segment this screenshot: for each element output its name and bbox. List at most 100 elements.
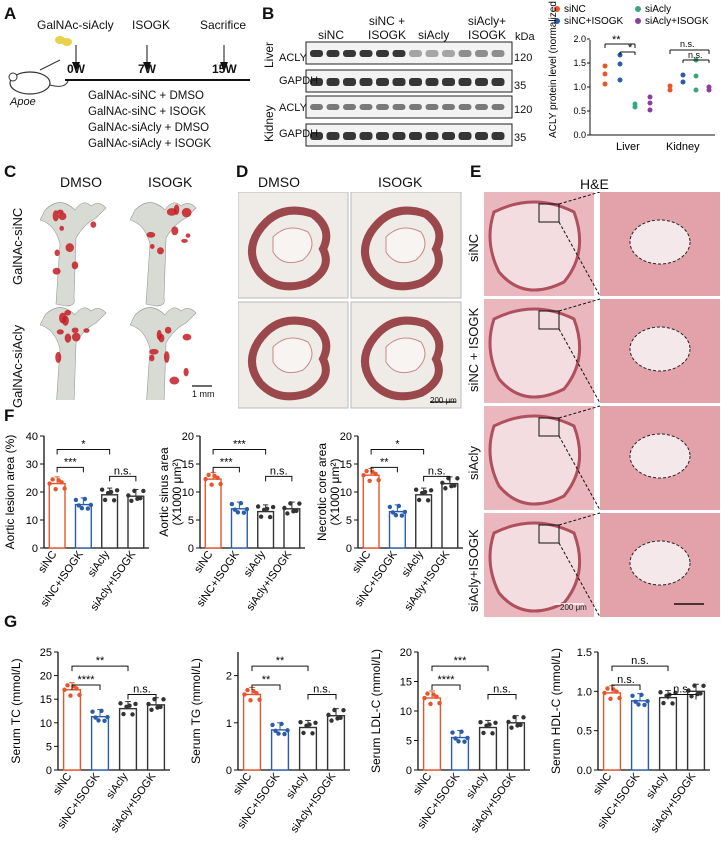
- tick-label: 1.0: [577, 686, 592, 698]
- data-point: [400, 513, 404, 517]
- tick-label: 1: [226, 718, 232, 730]
- aorta-sample: [40, 203, 106, 307]
- c-col-isogk: ISOGK: [148, 174, 192, 190]
- data-point: [53, 487, 57, 491]
- blot-band: [409, 104, 422, 110]
- tick-label: 0: [406, 765, 412, 777]
- category-label: siNC: [51, 771, 75, 797]
- data-point: [285, 511, 289, 515]
- category-label: siAcly: [104, 770, 131, 801]
- blot-band: [310, 104, 323, 110]
- sig-label: n.s.: [428, 465, 446, 477]
- data-point: [642, 703, 646, 707]
- tick-label: 0.0: [577, 765, 592, 777]
- mouse-icon: [9, 60, 68, 94]
- panel-label-c: C: [4, 162, 16, 182]
- group-2: GalNAc-siNC + ISOGK: [88, 106, 206, 118]
- data-point: [512, 715, 516, 719]
- tissue-kidney: Kidney: [262, 105, 276, 142]
- blot-band: [343, 132, 356, 140]
- tick-label: 10: [400, 706, 412, 718]
- data-point: [636, 702, 640, 706]
- tick-label: 10: [26, 515, 38, 527]
- svg-text:Kidney: Kidney: [666, 141, 700, 153]
- data-point: [83, 497, 87, 501]
- y-axis-title: Serum TC (mmol/L): [9, 658, 23, 763]
- data-point: [518, 723, 522, 727]
- he-row: [484, 299, 720, 403]
- sig-label: *: [395, 438, 400, 450]
- blot-band: [360, 132, 373, 140]
- data-point: [239, 501, 243, 505]
- bar: [92, 717, 109, 770]
- he-row: [484, 192, 720, 296]
- data-point: [68, 693, 72, 697]
- bar: [604, 693, 621, 770]
- data-point: [388, 505, 392, 509]
- data-point: [206, 473, 210, 477]
- bar: [272, 730, 289, 770]
- blot-band: [409, 50, 422, 57]
- sig-label: **: [262, 674, 271, 686]
- data-point: [425, 691, 429, 695]
- data-point: [141, 489, 145, 493]
- chart-f3: 05101520siNCsiNC+ISOGK siAclysiAcly+ISOGK…: [316, 418, 476, 618]
- data-point: [230, 502, 234, 506]
- blot-band: [426, 78, 439, 86]
- data-point: [270, 723, 274, 727]
- data-point: [443, 486, 447, 490]
- category-label: siNC: [192, 549, 216, 575]
- data-point: [459, 729, 463, 733]
- blot-band: [475, 78, 488, 86]
- blot-band: [376, 78, 389, 86]
- t2-label: 15W: [212, 62, 237, 76]
- category-label: siNC: [350, 549, 374, 575]
- y-axis-title: Serum HDL-C (mmol/L): [549, 648, 563, 774]
- svg-text:*: *: [628, 42, 633, 54]
- c-row-sinc: GalNAc-siNC: [10, 208, 25, 285]
- svg-text:0.5: 0.5: [573, 106, 586, 116]
- svg-text:1.5: 1.5: [573, 58, 586, 68]
- data-point: [279, 722, 283, 726]
- sig-label: n.s.: [617, 674, 635, 686]
- drug2-label: ISOGK: [132, 18, 170, 32]
- data-point: [257, 697, 261, 701]
- aorta-sample: [40, 308, 106, 401]
- bar: [205, 479, 221, 548]
- blot-band: [343, 78, 356, 86]
- data-point: [103, 498, 107, 502]
- d-scale: 200 μm: [430, 396, 457, 405]
- data-point: [65, 683, 69, 687]
- mw-1: 120: [514, 52, 532, 64]
- sig-label: n.s.: [114, 465, 132, 477]
- data-point: [456, 739, 460, 743]
- data-point: [268, 515, 272, 519]
- sig-label: n.s.: [673, 683, 691, 695]
- tick-label: 30: [26, 459, 38, 471]
- row-gapdh-2: GAPDH: [279, 128, 318, 140]
- data-point: [426, 498, 430, 502]
- mw-3: 120: [514, 104, 532, 116]
- blot-band: [393, 104, 406, 110]
- data-point: [149, 708, 153, 712]
- e-scale: 200 μm: [560, 603, 587, 612]
- data-point: [521, 715, 525, 719]
- data-point: [423, 490, 427, 494]
- data-point: [440, 481, 444, 485]
- blot-band: [459, 78, 472, 86]
- tick-label: 10: [40, 718, 52, 730]
- data-point: [692, 683, 696, 687]
- tick-label: 2: [226, 671, 232, 683]
- group-1: GalNAc-siNC + DMSO: [88, 90, 204, 102]
- tick-label: 5: [406, 736, 412, 748]
- data-point: [509, 726, 513, 730]
- tick-label: 5: [346, 515, 352, 527]
- tick-label: 0: [46, 765, 52, 777]
- data-point: [112, 498, 116, 502]
- sig-label: ****: [437, 674, 455, 686]
- chart-f1: 010203040siNCsiNC+ISOGK siAclysiAcly+ISOG…: [0, 418, 160, 618]
- d-col-dmso: DMSO: [258, 174, 300, 190]
- data-point: [86, 506, 90, 510]
- data-point: [367, 479, 371, 483]
- blot-band: [475, 50, 488, 57]
